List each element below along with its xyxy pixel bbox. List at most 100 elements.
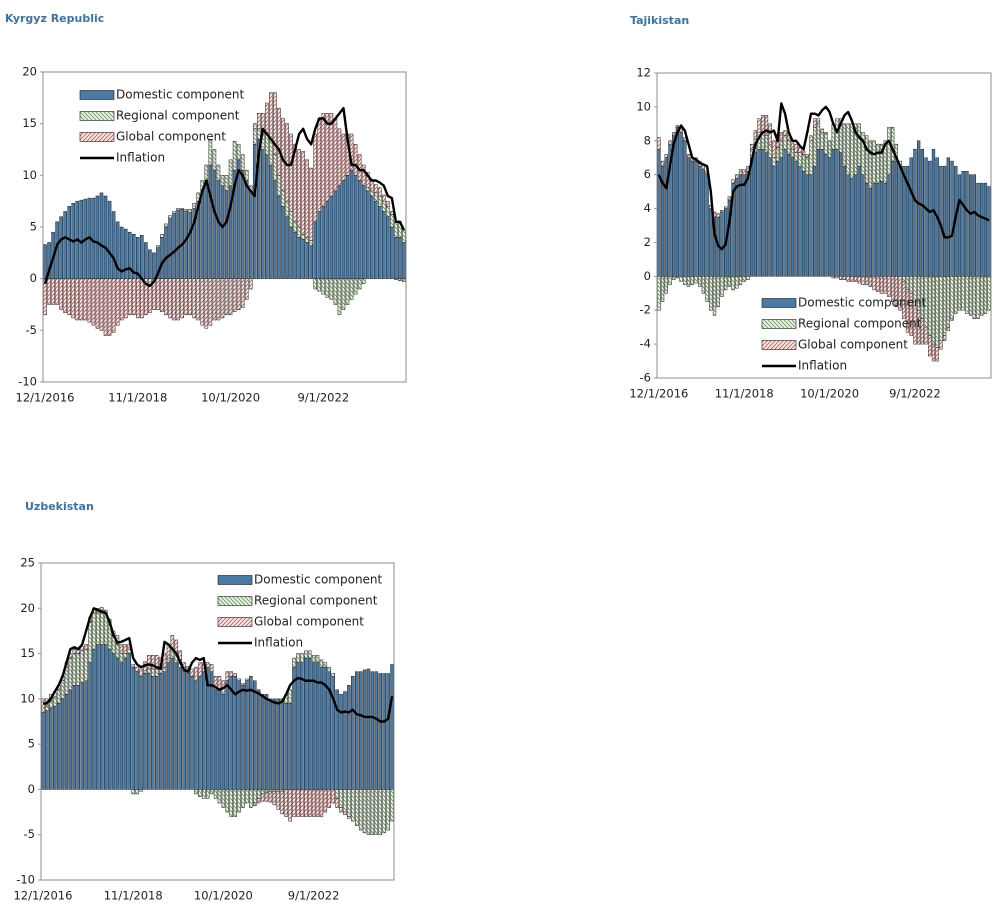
bar-segment bbox=[764, 115, 769, 136]
bar-segment bbox=[269, 164, 273, 279]
bar-segment bbox=[709, 276, 713, 311]
bar-segment bbox=[111, 278, 116, 333]
bar-segment bbox=[301, 239, 305, 279]
bar-segment bbox=[772, 157, 776, 167]
bar-segment bbox=[154, 675, 159, 790]
bar-segment bbox=[723, 276, 728, 291]
bar-segment bbox=[45, 705, 49, 711]
bar-segment bbox=[144, 242, 148, 279]
bar-segment bbox=[872, 140, 876, 184]
bar-segment bbox=[289, 226, 293, 279]
bar-segment bbox=[861, 132, 865, 175]
bar-segment bbox=[184, 278, 188, 316]
bar-segment bbox=[107, 648, 112, 790]
bar-segment bbox=[127, 653, 131, 790]
y-tick-label: -10 bbox=[16, 873, 35, 887]
bar-segment bbox=[850, 177, 854, 277]
bar-segment bbox=[123, 644, 128, 654]
x-tick-label: 12/1/2016 bbox=[13, 889, 72, 903]
bar-segment bbox=[75, 278, 80, 321]
bar-segment bbox=[60, 698, 65, 790]
bar-segment bbox=[59, 216, 63, 279]
bar-segment bbox=[679, 128, 683, 133]
bar-segment bbox=[809, 174, 813, 277]
bar-segment bbox=[178, 666, 182, 790]
bar-segment bbox=[228, 278, 233, 316]
bar-segment bbox=[950, 318, 954, 321]
bar-segment bbox=[327, 666, 332, 672]
bar-segment bbox=[186, 673, 190, 790]
bar-segment bbox=[292, 789, 296, 817]
bar-segment bbox=[311, 789, 316, 817]
bar-segment bbox=[184, 211, 188, 279]
bar-segment bbox=[252, 123, 257, 130]
bar-segment bbox=[72, 648, 77, 654]
bar-segment bbox=[402, 242, 406, 279]
legend-swatch bbox=[79, 90, 115, 100]
bar-segment bbox=[329, 113, 334, 197]
bar-segment bbox=[374, 671, 379, 790]
bar-segment bbox=[378, 206, 382, 279]
bar-segment bbox=[213, 675, 218, 691]
bar-segment bbox=[835, 149, 839, 277]
bar-segment bbox=[107, 200, 112, 279]
inflation-line bbox=[42, 607, 394, 723]
bar-segment bbox=[321, 278, 326, 295]
bar-segment bbox=[890, 276, 895, 303]
bar-segment bbox=[49, 701, 53, 709]
bar-segment bbox=[63, 211, 67, 279]
x-tick-label: 12/1/2016 bbox=[629, 387, 688, 401]
bar-segment bbox=[115, 657, 120, 790]
bar-segment bbox=[194, 666, 198, 681]
bar-segment bbox=[140, 278, 144, 319]
bar-segment bbox=[52, 696, 57, 707]
bar-segment bbox=[158, 673, 163, 790]
bar-segment bbox=[245, 789, 249, 804]
bar-segment bbox=[865, 135, 869, 184]
y-tick-label: -5 bbox=[24, 827, 35, 841]
legend-label: Domestic component bbox=[254, 573, 383, 587]
bar-segment bbox=[694, 276, 698, 284]
bar-segment bbox=[256, 798, 261, 804]
bar-segment bbox=[123, 657, 128, 790]
bar-segment bbox=[190, 675, 194, 790]
bar-segment bbox=[761, 149, 765, 277]
y-tick-label: 6 bbox=[644, 167, 651, 181]
bar-segment bbox=[827, 140, 832, 158]
bar-segment bbox=[809, 135, 813, 142]
bar-segment bbox=[176, 208, 180, 211]
bar-segment bbox=[343, 691, 347, 790]
bar-segment bbox=[229, 789, 233, 817]
bar-segment bbox=[43, 244, 47, 279]
bar-segment bbox=[742, 276, 746, 282]
bar-segment bbox=[168, 278, 172, 319]
bar-segment bbox=[190, 668, 194, 677]
bar-segment bbox=[272, 790, 277, 806]
bar-segment bbox=[248, 278, 253, 290]
bar-segment bbox=[284, 703, 288, 790]
bar-segment bbox=[865, 276, 869, 286]
bar-segment bbox=[353, 175, 358, 279]
bar-segment bbox=[168, 215, 172, 219]
bar-segment bbox=[331, 789, 335, 804]
bar-segment bbox=[277, 107, 281, 176]
bar-segment bbox=[883, 182, 887, 277]
bar-segment bbox=[924, 157, 928, 277]
bar-segment bbox=[233, 789, 237, 817]
plot-frame bbox=[656, 72, 992, 379]
bar-segment bbox=[67, 206, 71, 279]
bar-segment bbox=[716, 213, 720, 218]
bar-segment bbox=[831, 149, 835, 277]
plot-frame bbox=[40, 562, 395, 881]
bar-segment bbox=[820, 132, 824, 150]
bar-segment bbox=[369, 195, 374, 279]
bar-segment bbox=[237, 789, 241, 813]
y-tick-label: 15 bbox=[20, 646, 35, 660]
bar-segment bbox=[366, 789, 371, 835]
inflation-line bbox=[657, 102, 990, 251]
bar-segment bbox=[668, 140, 672, 145]
bar-segment bbox=[783, 135, 787, 150]
bar-segment bbox=[390, 789, 394, 822]
bar-segment bbox=[694, 160, 698, 277]
bar-segment bbox=[378, 789, 383, 835]
